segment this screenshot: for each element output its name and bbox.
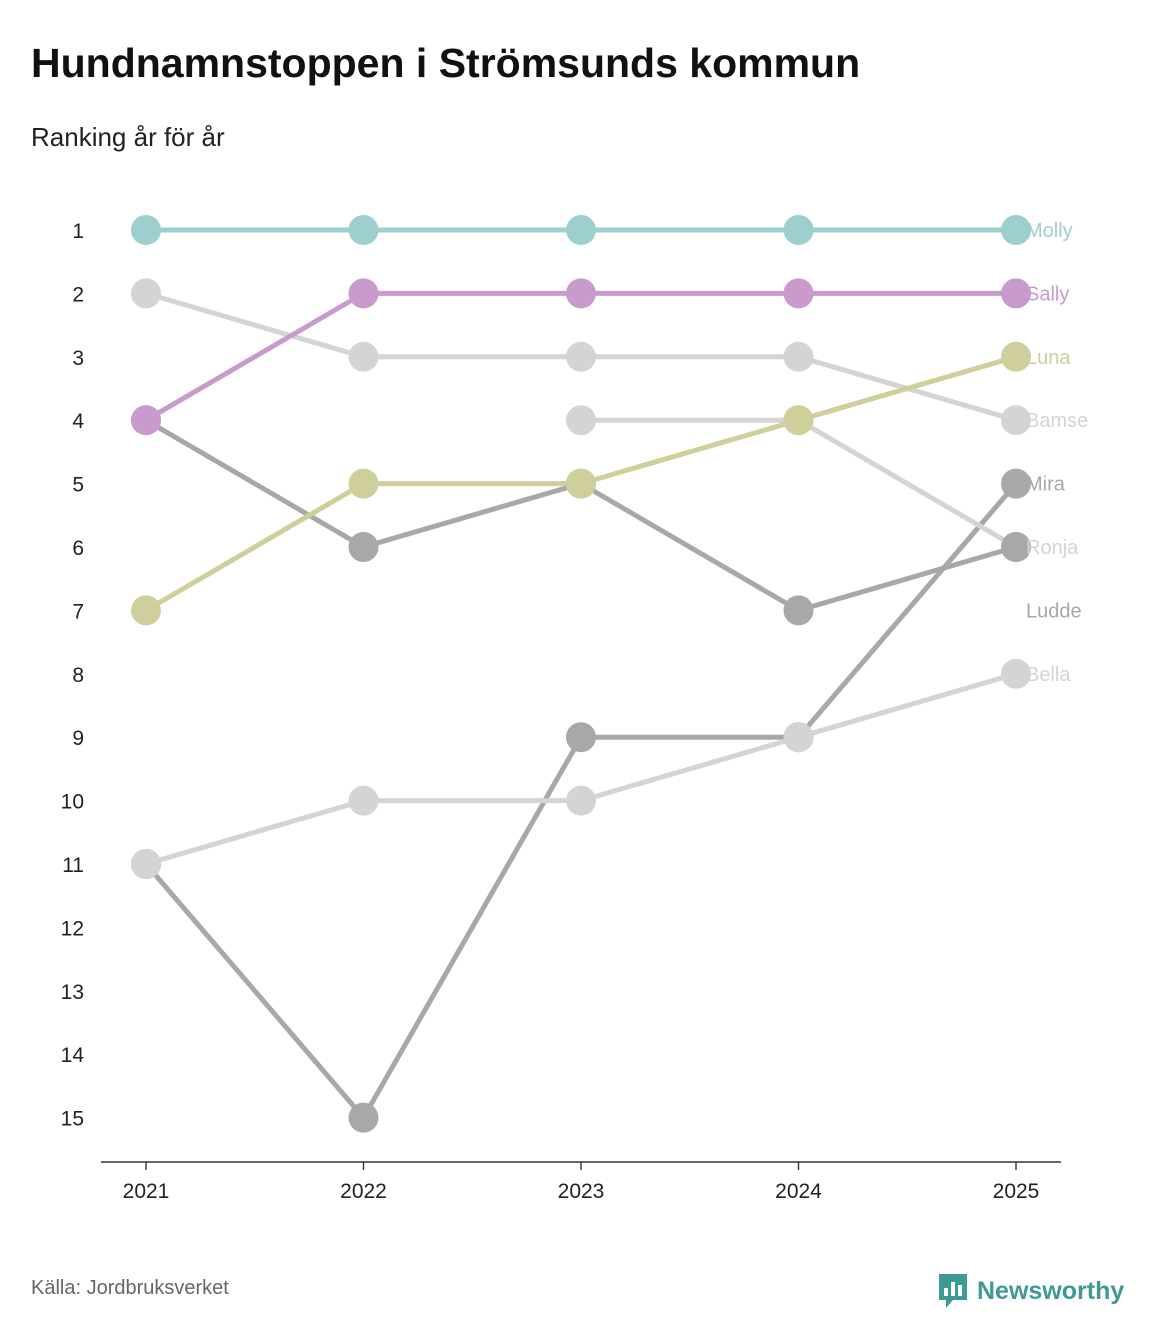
- y-tick-label: 9: [72, 727, 84, 750]
- data-point-ludde[interactable]: [783, 595, 814, 626]
- data-point-bella[interactable]: [131, 849, 161, 879]
- series-end-labels: Molly Sally Luna Bamse Mira Ronja Ludde Bella: [1026, 220, 1088, 686]
- data-point-luna[interactable]: [783, 405, 814, 436]
- data-point-bamse[interactable]: [566, 341, 596, 372]
- data-point-sally[interactable]: [1001, 278, 1031, 309]
- data-point-molly[interactable]: [131, 215, 161, 245]
- y-tick-label: 1: [72, 220, 84, 243]
- y-tick-label: 10: [61, 791, 84, 814]
- data-point-bamse[interactable]: [131, 278, 161, 309]
- data-point-sally[interactable]: [348, 278, 379, 309]
- data-point-bella[interactable]: [1001, 658, 1031, 689]
- x-tick-label: 2022: [340, 1180, 387, 1203]
- source-note: Källa: Jordbruksverket: [31, 1277, 229, 1299]
- y-tick-label: 5: [72, 474, 84, 497]
- data-point-sally[interactable]: [566, 278, 596, 309]
- brand-name: Newsworthy: [977, 1276, 1125, 1305]
- end-label-sally: Sally: [1026, 283, 1069, 305]
- end-label-molly: Molly: [1026, 220, 1073, 242]
- y-tick-label: 13: [61, 981, 84, 1004]
- y-tick-label: 7: [72, 600, 84, 623]
- data-point-sally[interactable]: [131, 405, 161, 436]
- data-point-sally[interactable]: [783, 278, 814, 309]
- data-point-bella[interactable]: [348, 785, 379, 816]
- data-point-ludde[interactable]: [1001, 532, 1031, 562]
- data-point-bamse[interactable]: [348, 341, 379, 372]
- y-tick-label: 4: [72, 410, 84, 433]
- series-line-ludde: [143, 417, 1019, 613]
- y-tick-label: 8: [72, 664, 84, 687]
- chart-title: Hundnamnstoppen i Strömsunds kommun: [31, 40, 861, 86]
- x-tick-label: 2025: [993, 1180, 1040, 1203]
- data-point-molly[interactable]: [1001, 215, 1031, 245]
- newsworthy-logo-icon: [939, 1274, 967, 1308]
- data-point-mira[interactable]: [1001, 468, 1031, 499]
- x-tick-label: 2023: [558, 1180, 605, 1203]
- data-point-luna[interactable]: [348, 468, 379, 499]
- chart-subtitle: Ranking år för år: [31, 122, 225, 152]
- data-point-bella[interactable]: [566, 785, 596, 816]
- data-point-molly[interactable]: [566, 215, 596, 245]
- data-point-molly[interactable]: [783, 215, 814, 245]
- series-points: [131, 215, 1031, 1133]
- data-point-ludde[interactable]: [348, 532, 379, 562]
- data-point-bamse[interactable]: [783, 341, 814, 372]
- end-label-ronja: Ronja: [1026, 537, 1079, 559]
- data-point-ronja[interactable]: [566, 405, 596, 436]
- end-label-ludde: Ludde: [1026, 600, 1082, 622]
- x-axis-ticks: 2021 2022 2023 2024 2025: [123, 1162, 1040, 1203]
- data-point-luna[interactable]: [131, 595, 161, 626]
- y-tick-label: 2: [72, 283, 84, 306]
- y-tick-label: 12: [61, 917, 84, 940]
- series-line-bella: [143, 671, 1019, 867]
- end-label-bamse: Bamse: [1026, 410, 1088, 432]
- y-tick-label: 14: [61, 1044, 85, 1067]
- brand-logo[interactable]: Newsworthy: [937, 1272, 1124, 1310]
- data-point-bamse[interactable]: [1001, 405, 1031, 436]
- data-point-luna[interactable]: [1001, 341, 1031, 372]
- y-tick-label: 3: [72, 347, 84, 370]
- data-point-mira[interactable]: [348, 1102, 379, 1133]
- end-label-luna: Luna: [1026, 347, 1071, 369]
- data-point-luna[interactable]: [566, 468, 596, 499]
- series-line-ronja: [578, 417, 1019, 550]
- data-point-molly[interactable]: [348, 215, 379, 245]
- y-tick-label: 6: [72, 537, 84, 560]
- end-label-bella: Bella: [1026, 664, 1071, 686]
- data-point-mira[interactable]: [566, 722, 596, 753]
- end-label-mira: Mira: [1026, 474, 1066, 496]
- x-tick-label: 2021: [123, 1180, 170, 1203]
- y-tick-label: 11: [62, 854, 84, 877]
- y-tick-label: 15: [61, 1108, 84, 1131]
- x-tick-label: 2024: [775, 1180, 822, 1203]
- data-point-bella[interactable]: [783, 722, 814, 753]
